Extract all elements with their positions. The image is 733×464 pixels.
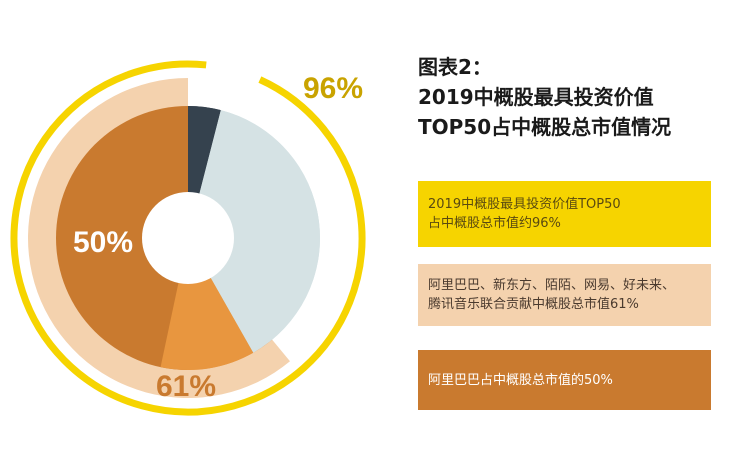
- donut-hole: [142, 192, 234, 284]
- legend-item-six-companies: 阿里巴巴、新东方、陌陌、网易、好未来、 腾讯音乐联合贡献中概股总市值61%: [418, 264, 711, 326]
- slice-alibaba-50: [56, 106, 188, 370]
- slice-label-50: 50%: [73, 226, 133, 259]
- title-line-2: 2019中概股最具投资价值: [418, 85, 654, 109]
- title-line-3: TOP50占中概股总市值情况: [418, 115, 672, 139]
- legend-text: 2019中概股最具投资价值TOP50: [428, 197, 621, 212]
- legend-item-top50: 2019中概股最具投资价值TOP50 占中概股总市值约96%: [418, 181, 711, 247]
- ring-arc-96: [10, 60, 366, 416]
- donut-chart: 96% 61% 50%: [10, 60, 366, 416]
- ring-label-96: 96%: [303, 72, 363, 105]
- legend-item-alibaba: 阿里巴巴占中概股总市值的50%: [418, 350, 711, 410]
- donut-chart-svg: 96% 61% 50%: [10, 60, 366, 416]
- legend-text: 腾讯音乐联合贡献中概股总市值61%: [428, 297, 639, 312]
- legend-text: 阿里巴巴、新东方、陌陌、网易、好未来、: [428, 278, 676, 293]
- ring-label-61: 61%: [156, 370, 216, 403]
- slice-remaining-top50-main: [188, 110, 321, 353]
- chart-title: 图表2： 2019中概股最具投资价值 TOP50占中概股总市值情况: [418, 52, 718, 142]
- title-line-1: 图表2：: [418, 55, 492, 79]
- legend-text: 阿里巴巴占中概股总市值的50%: [428, 372, 613, 388]
- legend-text: 占中概股总市值约96%: [428, 216, 561, 231]
